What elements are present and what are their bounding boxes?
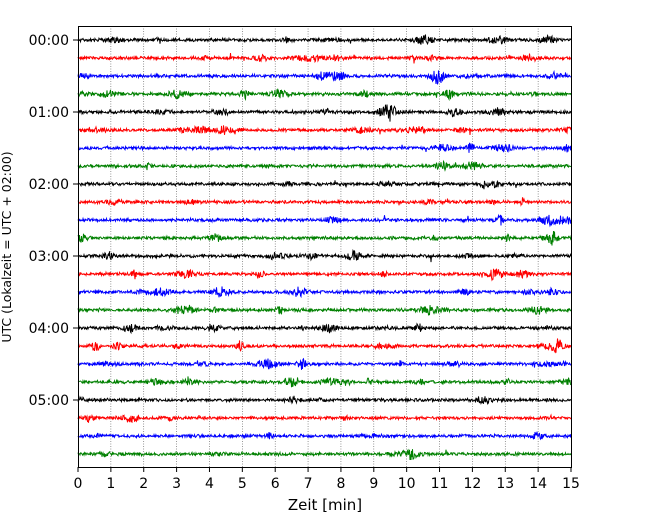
y-tick-label-4: 04:00 bbox=[29, 321, 69, 337]
plot-frame bbox=[78, 26, 572, 468]
y-tick-label-5: 05:00 bbox=[29, 393, 69, 409]
x-tick-label-3: 3 bbox=[172, 476, 181, 492]
seismic-traces bbox=[77, 34, 572, 461]
trace-23 bbox=[77, 448, 572, 461]
y-tick-label-0: 00:00 bbox=[29, 33, 69, 49]
trace-21 bbox=[77, 413, 572, 424]
trace-1 bbox=[77, 53, 572, 64]
x-tick-label-6: 6 bbox=[271, 476, 280, 492]
x-tick-label-0: 0 bbox=[74, 476, 83, 492]
trace-9 bbox=[77, 197, 572, 207]
x-tick-label-7: 7 bbox=[304, 476, 313, 492]
x-tick-label-2: 2 bbox=[139, 476, 148, 492]
trace-16 bbox=[77, 322, 572, 335]
y-axis-label: UTC (Lokalzeit = UTC + 02:00) bbox=[0, 151, 14, 342]
trace-13 bbox=[77, 268, 572, 282]
trace-15 bbox=[77, 304, 572, 317]
x-tick-label-8: 8 bbox=[336, 476, 345, 492]
x-tick-label-4: 4 bbox=[205, 476, 214, 492]
x-axis-label: Zeit [min] bbox=[288, 496, 362, 514]
trace-12 bbox=[77, 248, 572, 263]
x-axis-ticks: 0 1 2 3 4 5 6 7 8 9 10 11 12 13 14 15 bbox=[74, 467, 580, 492]
y-tick-label-2: 02:00 bbox=[29, 177, 69, 193]
x-tick-label-9: 9 bbox=[369, 476, 378, 492]
vertical-gridlines bbox=[110, 26, 539, 467]
y-tick-label-1: 01:00 bbox=[29, 105, 69, 121]
x-tick-label-10: 10 bbox=[398, 476, 416, 492]
x-tick-label-14: 14 bbox=[529, 476, 547, 492]
x-tick-label-1: 1 bbox=[106, 476, 115, 492]
trace-20 bbox=[77, 395, 572, 406]
trace-7 bbox=[77, 159, 572, 172]
y-axis-ticks: 00:00 01:00 02:00 03:00 04:00 05:00 bbox=[29, 33, 78, 409]
trace-18 bbox=[77, 357, 572, 370]
trace-22 bbox=[77, 431, 572, 441]
trace-6 bbox=[77, 142, 572, 153]
trace-14 bbox=[77, 286, 572, 299]
trace-17 bbox=[77, 338, 572, 354]
x-tick-label-11: 11 bbox=[431, 476, 449, 492]
trace-19 bbox=[77, 376, 572, 388]
trace-0 bbox=[77, 34, 572, 46]
trace-11 bbox=[77, 231, 572, 246]
y-tick-label-3: 03:00 bbox=[29, 249, 69, 265]
trace-2 bbox=[77, 69, 572, 85]
x-tick-label-5: 5 bbox=[238, 476, 247, 492]
x-tick-label-13: 13 bbox=[496, 476, 514, 492]
x-tick-label-12: 12 bbox=[463, 476, 481, 492]
trace-8 bbox=[77, 179, 572, 190]
x-tick-label-15: 15 bbox=[562, 476, 580, 492]
trace-4 bbox=[77, 104, 572, 122]
trace-3 bbox=[77, 87, 572, 102]
trace-10 bbox=[77, 213, 572, 228]
trace-5 bbox=[77, 125, 572, 136]
